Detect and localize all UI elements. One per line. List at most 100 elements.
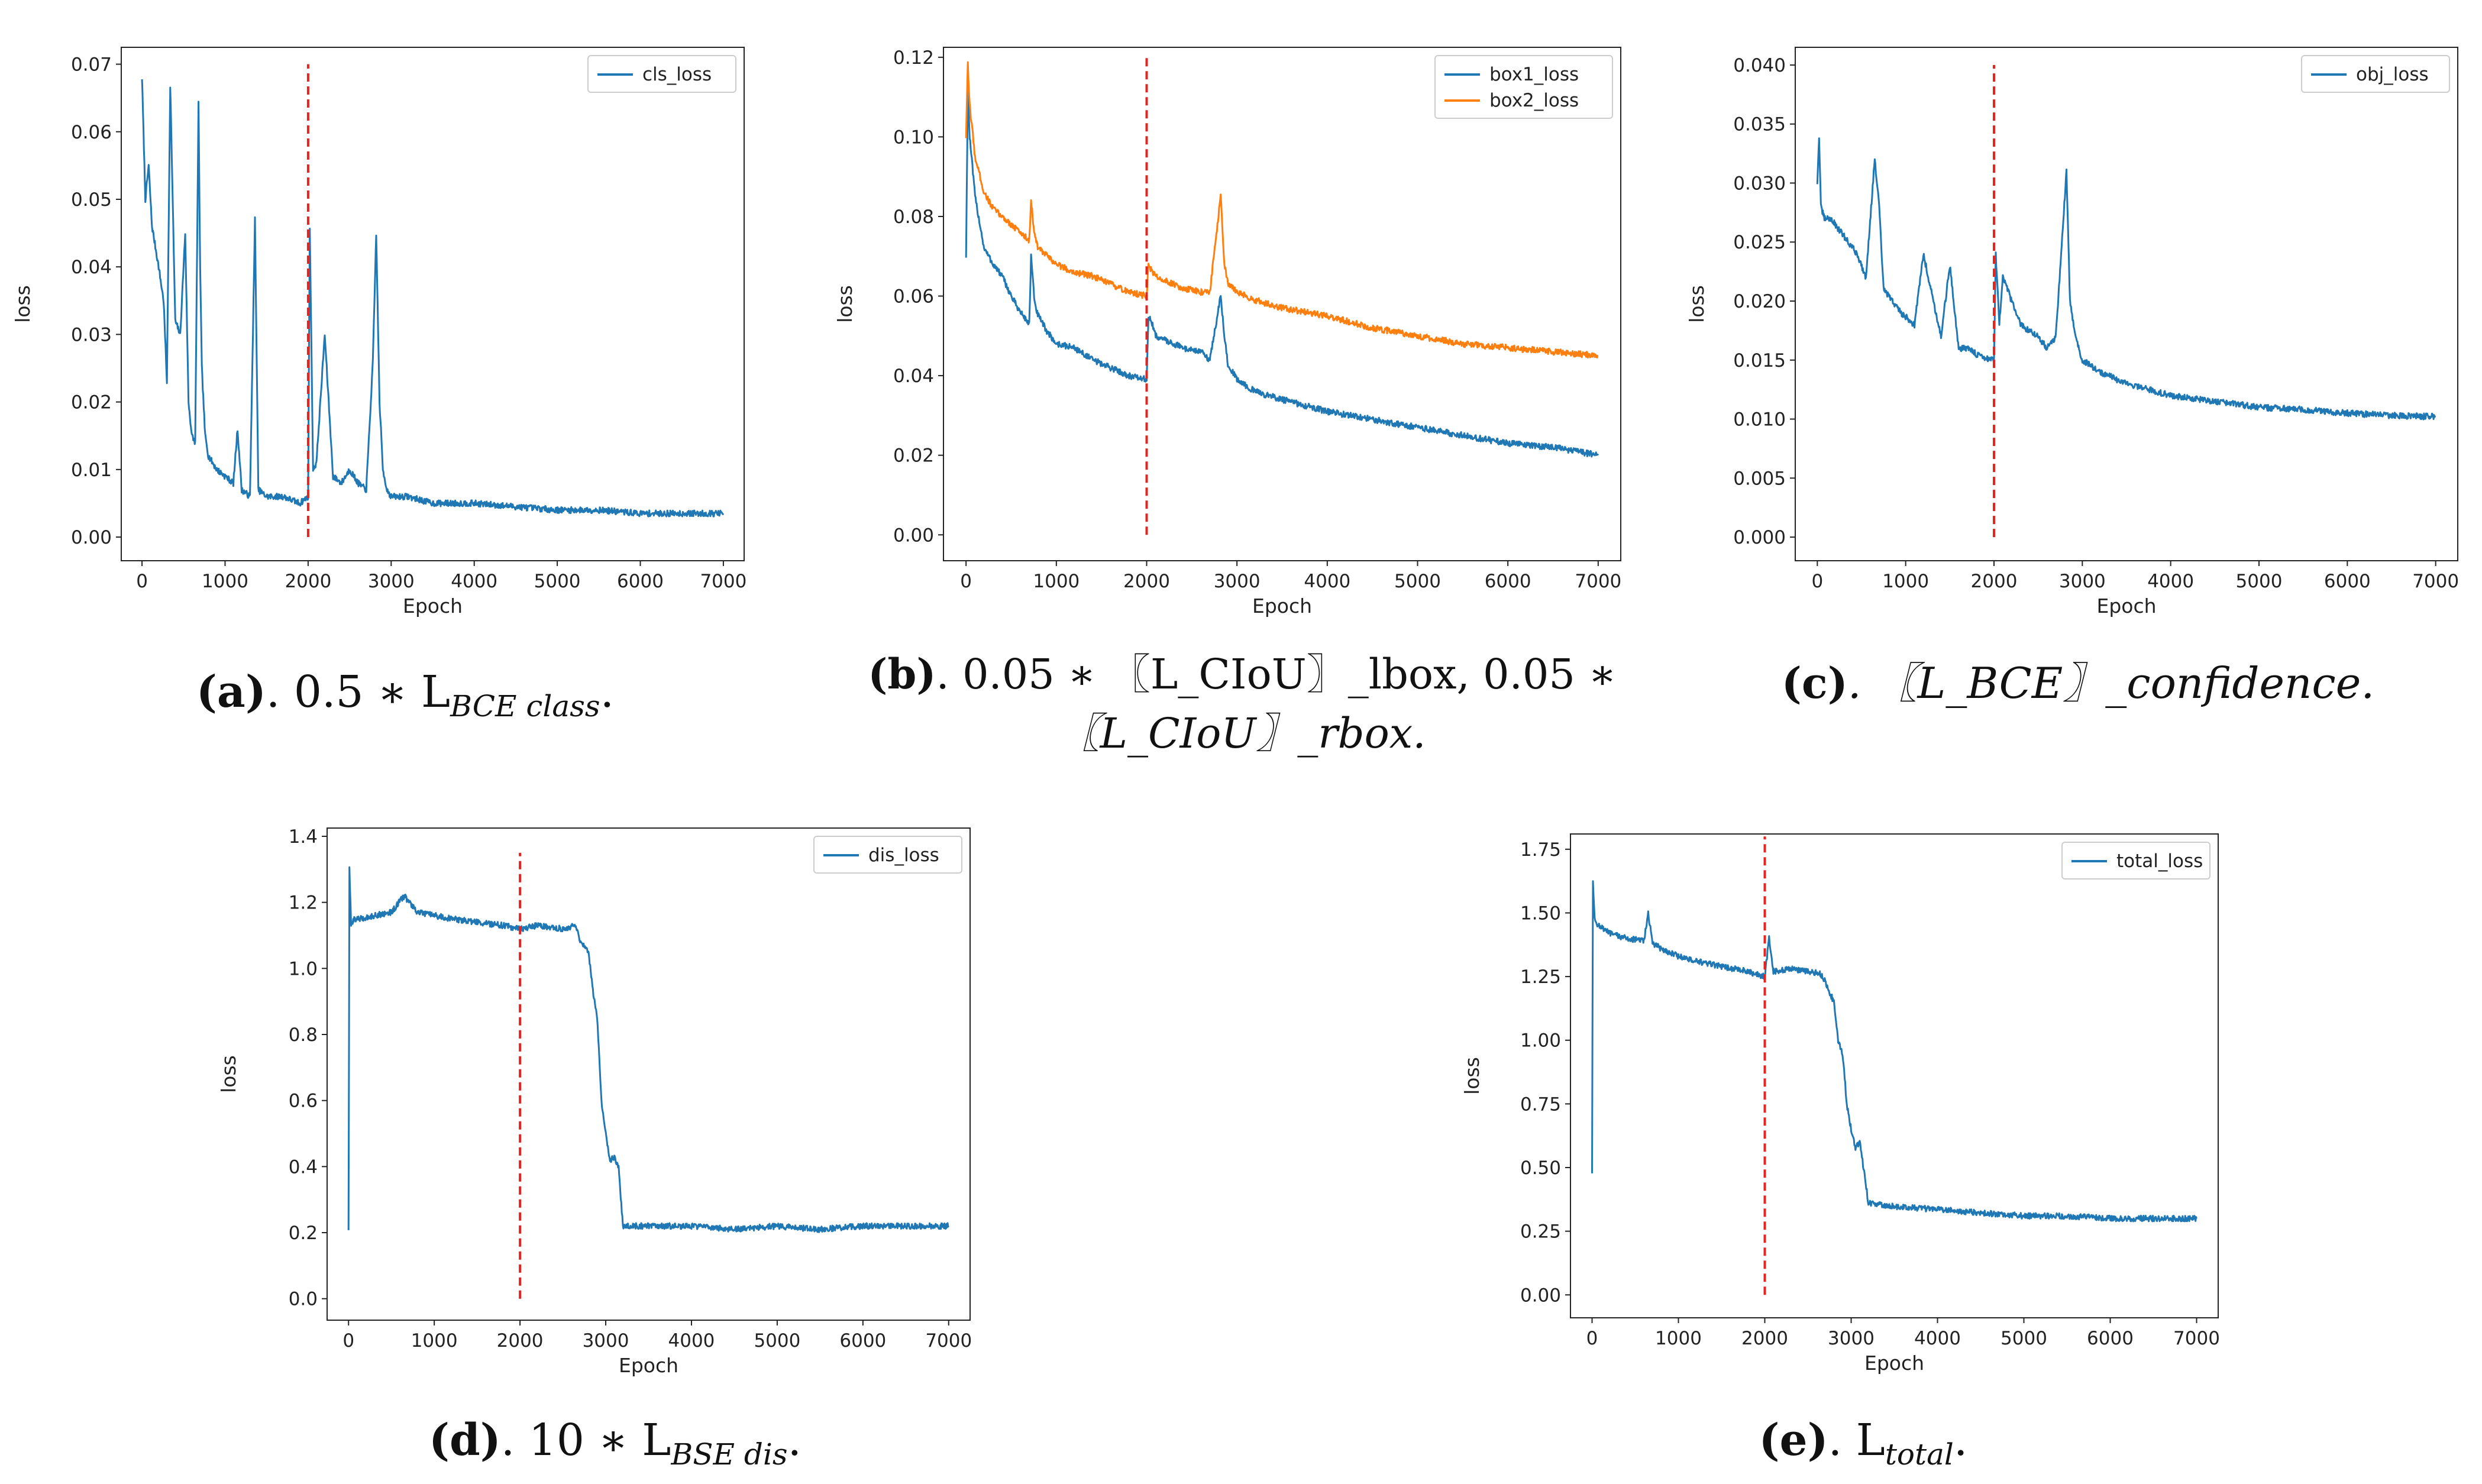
chart-a: 0 1000 2000 3000 4000 5000 6000 7000 0.00 0.01 0.0… [11, 47, 746, 617]
series-line-obj_loss [1816, 137, 2436, 421]
caption-a-label: (a) [196, 667, 266, 717]
x-tick-label: 5000 [1394, 571, 1441, 592]
caption-b-label: (b) [868, 649, 936, 699]
y-tick-label: 0.025 [1733, 232, 1786, 253]
x-tick-label: 0 [1811, 571, 1823, 592]
series-line-box1_loss [965, 88, 1599, 458]
x-tick-label: 6000 [2087, 1328, 2134, 1349]
y-tick-label: 0.005 [1733, 468, 1786, 489]
chart-d: 0 1000 2000 3000 4000 5000 6000 7000 0.0 0.2 0.4 0.… [217, 826, 972, 1377]
y-tick-label: 0.06 [893, 286, 934, 308]
x-tick-label: 6000 [1485, 571, 1531, 592]
y-tick-label: 0.50 [1520, 1158, 1561, 1179]
y-tick-label: 1.4 [289, 826, 318, 848]
plot-frame [121, 47, 745, 561]
series-line-total_loss [1591, 880, 2197, 1223]
x-axis-label: Epoch [619, 1354, 678, 1377]
y-tick-label: 0.08 [893, 206, 934, 228]
x-tick-label: 7000 [2173, 1328, 2220, 1349]
y-tick-label: 0.02 [71, 392, 112, 413]
caption-c: (c). 〖L_BCE〗_confidence. [1674, 654, 2482, 713]
caption-d: (d). 10 ∗ LBSE dis. [231, 1411, 1000, 1484]
y-tick-label: 1.50 [1520, 903, 1561, 924]
y-tick-label: 0.8 [289, 1024, 318, 1046]
x-tick-label: 1000 [1033, 571, 1080, 592]
caption-d-end: . [787, 1415, 802, 1466]
chart-c: 0 1000 2000 3000 4000 5000 6000 7000 0.000 0.005 0… [1685, 47, 2459, 617]
x-tick-label: 6000 [2324, 571, 2371, 592]
y-tick-label: 0.25 [1520, 1221, 1561, 1243]
y-tick-label: 0.04 [893, 366, 934, 387]
x-tick-label: 4000 [668, 1330, 715, 1352]
y-tick-label: 1.0 [289, 958, 318, 979]
x-tick-label: 5000 [534, 571, 581, 592]
legend-box [813, 836, 962, 874]
y-axis-label: loss [1460, 1057, 1484, 1095]
x-tick-label: 3000 [2059, 571, 2106, 592]
y-tick-label: 1.75 [1520, 839, 1561, 861]
x-axis-label: Epoch [403, 594, 463, 617]
x-tick-label: 7000 [2412, 571, 2459, 592]
series-line-cls_loss [141, 79, 725, 518]
chart-panel-c: 0 1000 2000 3000 4000 5000 6000 7000 0.000 0.005 0… [1674, 24, 2482, 617]
y-tick-label: 0.07 [71, 54, 112, 76]
y-axis-label: loss [11, 285, 34, 323]
x-tick-label: 6000 [839, 1330, 886, 1352]
chart-panel-b: 0 1000 2000 3000 4000 5000 6000 7000 0.00 0.02 0.0… [828, 24, 1656, 617]
series-line-box2_loss [965, 61, 1599, 359]
x-tick-label: 2000 [1971, 571, 2018, 592]
y-tick-label: 0.4 [289, 1156, 318, 1178]
caption-e-text: . L [1828, 1415, 1885, 1466]
caption-c-text: . 〖L_BCE〗_confidence. [1847, 658, 2375, 708]
caption-e-label: (e) [1759, 1415, 1828, 1466]
x-tick-label: 0 [960, 571, 972, 592]
legend-box [587, 55, 736, 93]
x-tick-label: 4000 [1914, 1328, 1961, 1349]
x-tick-label: 2000 [1123, 571, 1170, 592]
caption-d-sub: BSE dis [671, 1437, 788, 1472]
y-tick-label: 0.10 [893, 127, 934, 148]
chart-e: 0 1000 2000 3000 4000 5000 6000 7000 0.00 0.25 0.5… [1460, 833, 2220, 1375]
y-tick-label: 0.04 [71, 257, 112, 278]
caption-d-text: . 10 ∗ L [500, 1415, 671, 1466]
x-tick-label: 1000 [1655, 1328, 1702, 1349]
x-tick-label: 1000 [202, 571, 248, 592]
y-tick-label: 0.00 [893, 525, 934, 546]
legend-box [1434, 55, 1613, 119]
caption-e-sub: total [1885, 1437, 1954, 1472]
caption-e: (e). Ltotal. [1479, 1411, 2248, 1484]
legend-label-box1_loss: box1_loss [1489, 64, 1579, 85]
y-tick-label: 0.030 [1733, 173, 1786, 194]
x-tick-label: 4000 [2147, 571, 2194, 592]
x-tick-label: 2000 [497, 1330, 544, 1352]
caption-b: (b). 0.05 ∗ 〖L_CIoU〗_lbox, 0.05 ∗ 〖L_CIo… [828, 645, 1656, 763]
y-tick-label: 0.00 [71, 527, 112, 548]
x-tick-label: 4000 [1304, 571, 1350, 592]
legend-box [2301, 55, 2450, 93]
x-axis-label: Epoch [1864, 1352, 1924, 1375]
y-tick-label: 0.015 [1733, 350, 1786, 371]
y-axis-label: loss [833, 285, 857, 323]
caption-a-text: . 0.5 ∗ L [266, 667, 451, 717]
chart-b: 0 1000 2000 3000 4000 5000 6000 7000 0.00 0.02 0.0… [833, 47, 1621, 617]
legend-label-box2_loss: box2_loss [1489, 90, 1579, 111]
x-tick-label: 0 [342, 1330, 354, 1352]
caption-a-end: . [600, 667, 615, 717]
x-tick-label: 6000 [617, 571, 664, 592]
y-tick-label: 0.010 [1733, 409, 1786, 431]
chart-panel-a: 0 1000 2000 3000 4000 5000 6000 7000 0.00 0.01 0.0… [0, 24, 769, 617]
caption-d-label: (d) [428, 1415, 501, 1466]
caption-a: (a). 0.5 ∗ LBCE class. [35, 662, 775, 736]
x-tick-label: 5000 [2001, 1328, 2047, 1349]
x-tick-label: 1000 [411, 1330, 458, 1352]
y-tick-label: 0.00 [1520, 1285, 1561, 1306]
plot-frame [327, 827, 971, 1321]
legend-box [2061, 842, 2210, 880]
x-tick-label: 0 [136, 571, 148, 592]
y-tick-label: 0.0 [289, 1289, 318, 1310]
y-tick-label: 0.000 [1733, 527, 1786, 548]
legend-label-dis_loss: dis_loss [868, 845, 939, 866]
y-tick-label: 0.01 [71, 460, 112, 481]
x-tick-label: 5000 [2236, 571, 2283, 592]
y-tick-label: 0.020 [1733, 291, 1786, 312]
